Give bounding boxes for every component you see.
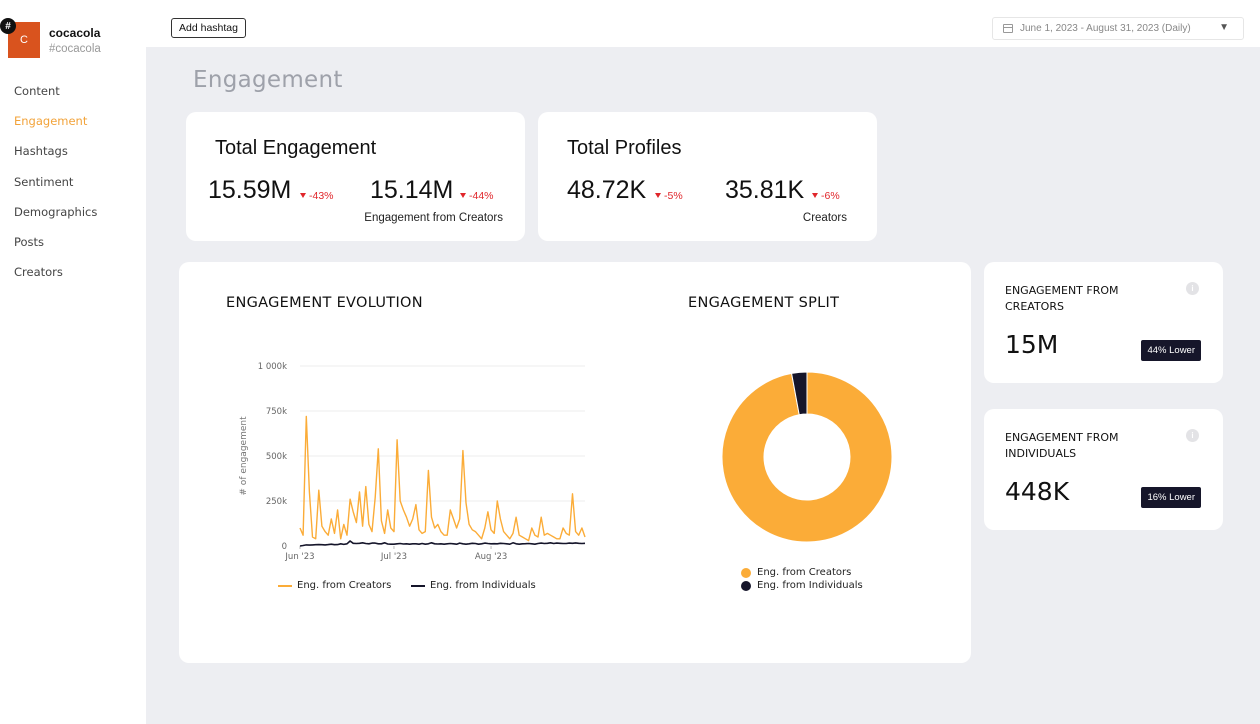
legend-item-creators[interactable]: Eng. from Creators — [278, 580, 391, 591]
sidebar-item-hashtags[interactable]: Hashtags — [14, 144, 68, 159]
creator-profiles-change: -6% — [812, 190, 840, 202]
avatar-letter: C — [20, 34, 28, 46]
calendar-icon — [1003, 24, 1013, 33]
legend-item-split-individuals[interactable]: Eng. from Individuals — [741, 580, 863, 591]
individuals-series-line[interactable] — [299, 540, 586, 547]
total-engagement-value: 15.59M — [208, 176, 292, 204]
card-value: 15M — [1005, 330, 1059, 359]
total-profiles-card: Total Profiles 48.72K -5% 35.81K -6% Cre… — [538, 112, 877, 241]
legend-dot-icon — [741, 580, 751, 591]
legend-label: Eng. from Creators — [757, 567, 852, 578]
creators-engagement-label: Engagement from Creators — [364, 212, 503, 224]
pie-slice-individuals[interactable] — [791, 371, 808, 416]
total-profiles-change: -5% — [655, 190, 683, 202]
engagement-evolution-chart: 0 250k 500k 750k 1 000k # of engagement Jun '2… — [239, 362, 586, 562]
sidebar: C # cocacola #cocacola Content Engagement… — [0, 0, 146, 724]
total-engagement-change: -43% — [300, 190, 334, 202]
comparison-badge: 16% Lower — [1141, 487, 1201, 508]
sidebar-item-posts[interactable]: Posts — [14, 234, 45, 249]
legend-label: Eng. from Individuals — [757, 580, 863, 591]
legend-item-split-creators[interactable]: Eng. from Creators — [741, 567, 851, 578]
top-bar: Add hashtag June 1, 2023 - August 31, 20… — [146, 0, 1260, 47]
y-tick-label: 750k — [266, 407, 287, 417]
sidebar-item-demographics[interactable]: Demographics — [14, 204, 98, 219]
main-content: Engagement Total Engagement 15.59M -43% … — [146, 47, 1260, 724]
y-tick-label: 1 000k — [258, 362, 287, 372]
total-profiles-value: 48.72K — [567, 176, 647, 204]
y-tick-label: 250k — [266, 497, 287, 507]
creators-engagement-change: -44% — [460, 190, 494, 202]
chevron-down-icon[interactable]: ▼ — [1219, 22, 1229, 33]
legend-line-icon — [411, 584, 425, 587]
sidebar-item-creators[interactable]: Creators — [14, 265, 63, 280]
y-tick-label: 500k — [266, 452, 287, 462]
sidebar-nav: Content Engagement Hashtags Sentiment Demogr… — [14, 82, 97, 293]
info-icon[interactable]: i — [1186, 429, 1199, 442]
legend-line-icon — [278, 584, 292, 587]
creator-profiles-value: 35.81K — [725, 176, 805, 204]
creators-series-line[interactable] — [299, 415, 586, 542]
card-value: 448K — [1005, 477, 1070, 506]
sidebar-item-engagement[interactable]: Engagement — [14, 114, 88, 129]
charts-card: ENGAGEMENT EVOLUTION ENGAGEMENT SPLIT 0 2… — [179, 262, 971, 663]
kpi-title: Total Engagement — [215, 137, 377, 159]
brand-name: cocacola — [49, 26, 101, 40]
legend-label: Eng. from Creators — [297, 580, 392, 591]
page-title: Engagement — [193, 67, 343, 93]
brand-handle: #cocacola — [49, 43, 101, 55]
date-range-picker[interactable]: June 1, 2023 - August 31, 2023 (Daily) ▼ — [992, 17, 1244, 40]
creator-profiles-label: Creators — [802, 212, 847, 224]
kpi-title: Total Profiles — [567, 137, 682, 159]
engagement-creators-card: ENGAGEMENT FROM CREATORS i 15M 44% Lower — [984, 262, 1223, 383]
sidebar-item-content[interactable]: Content — [14, 84, 60, 98]
info-icon[interactable]: i — [1186, 282, 1199, 295]
x-tick-label: Jul '23 — [380, 552, 407, 562]
engagement-split-chart — [721, 371, 893, 543]
legend-item-individuals[interactable]: Eng. from Individuals — [411, 580, 536, 591]
add-hashtag-button[interactable]: Add hashtag — [171, 18, 246, 38]
pie-slice-creators[interactable] — [721, 371, 893, 543]
y-tick-label: 0 — [282, 542, 287, 552]
brand-header[interactable]: C # cocacola #cocacola — [0, 18, 146, 62]
y-axis-label: # of engagement — [239, 416, 249, 496]
total-engagement-card: Total Engagement 15.59M -43% 15.14M -44%… — [186, 112, 525, 241]
engagement-individuals-card: ENGAGEMENT FROM INDIVIDUALS i 448K 16% L… — [984, 409, 1223, 530]
engagement-evolution-title: ENGAGEMENT EVOLUTION — [226, 295, 423, 311]
date-range-label: June 1, 2023 - August 31, 2023 (Daily) — [1020, 23, 1191, 34]
comparison-badge: 44% Lower — [1141, 340, 1201, 361]
sidebar-item-sentiment[interactable]: Sentiment — [14, 174, 74, 189]
creators-engagement-value: 15.14M — [370, 176, 454, 204]
legend-label: Eng. from Individuals — [430, 580, 536, 591]
engagement-split-title: ENGAGEMENT SPLIT — [688, 295, 840, 311]
x-tick-label: Jun '23 — [284, 552, 314, 562]
x-tick-label: Aug '23 — [475, 552, 507, 562]
hashtag-icon: # — [0, 18, 16, 34]
card-title: ENGAGEMENT FROM CREATORS — [1005, 284, 1119, 313]
legend-dot-icon — [741, 567, 751, 578]
card-title: ENGAGEMENT FROM INDIVIDUALS — [1005, 431, 1119, 460]
